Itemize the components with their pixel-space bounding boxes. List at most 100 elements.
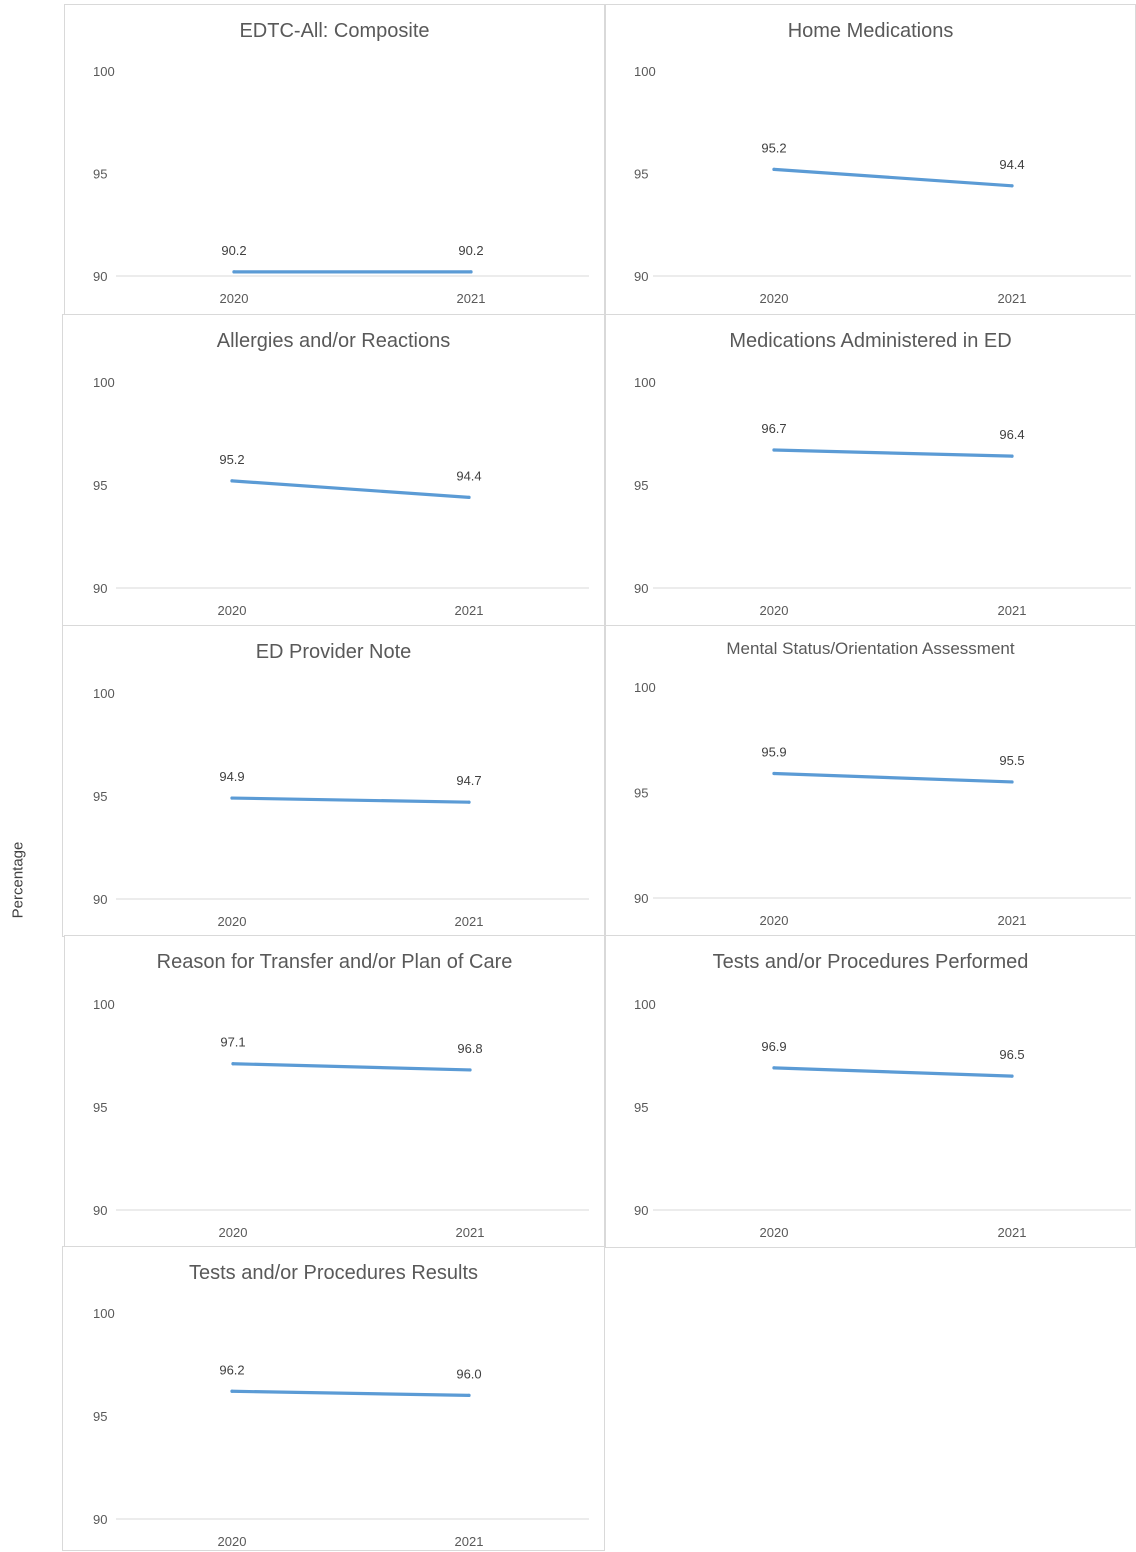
chart-panel: Reason for Transfer and/or Plan of Care 9…: [64, 935, 605, 1248]
chart-title: Medications Administered in ED: [729, 330, 1012, 352]
series-line: [231, 1062, 472, 1072]
data-label: 96.0: [456, 1366, 481, 1381]
y-tick-label: 95: [93, 1100, 107, 1115]
chart-panel: Home Medications 90 95 100 2020 2021 95.2 94.4: [605, 4, 1136, 316]
data-point: [231, 1062, 235, 1066]
y-tick-label: 100: [93, 64, 115, 79]
series-line: [772, 1066, 1014, 1078]
data-point: [772, 1066, 776, 1070]
data-label: 90.2: [458, 243, 483, 258]
data-point: [469, 270, 473, 274]
x-tick-label: 2020: [760, 913, 789, 928]
y-tick-label: 95: [634, 1100, 648, 1115]
chart-plot: 90 95 100 2020 2021 97.1 96.8: [93, 997, 589, 1240]
chart-panel: Allergies and/or Reactions 90 95 100 2020 202…: [62, 314, 605, 627]
data-point: [1010, 184, 1014, 188]
y-tick-label: 90: [93, 269, 107, 284]
data-point: [467, 800, 471, 804]
y-tick-label: 100: [93, 997, 115, 1012]
data-point: [230, 796, 234, 800]
data-point: [1010, 1074, 1014, 1078]
data-point: [467, 1393, 471, 1397]
data-label: 96.5: [999, 1047, 1024, 1062]
series-line: [230, 479, 471, 499]
y-tick-label: 90: [93, 1512, 107, 1527]
data-label: 90.2: [221, 243, 246, 258]
data-label: 94.4: [456, 468, 481, 483]
y-tick-label: 100: [93, 1306, 115, 1321]
y-tick-label: 95: [634, 478, 648, 493]
y-tick-label: 95: [93, 478, 107, 493]
chart-panel: ED Provider Note 90 95 100 2020 2021 94.9 94.7: [62, 625, 605, 937]
data-point: [772, 167, 776, 171]
data-label: 96.8: [457, 1041, 482, 1056]
series-line: [230, 796, 471, 804]
chart-panel: EDTC-All: Composite 90 95 100 2020 2021 90.2 90…: [64, 4, 605, 316]
x-tick-label: 2020: [760, 291, 789, 306]
chart-title: Tests and/or Procedures Results: [188, 1262, 479, 1284]
y-tick-label: 90: [634, 269, 648, 284]
data-point: [232, 270, 236, 274]
chart-plot: 90 95 100 2020 2021 95.2 94.4: [634, 64, 1131, 306]
x-tick-label: 2021: [455, 1534, 484, 1549]
x-tick-label: 2021: [457, 291, 486, 306]
x-tick-label: 2020: [218, 914, 247, 929]
y-tick-label: 90: [634, 891, 648, 906]
chart-panel: Medications Administered in ED 90 95 100 202…: [605, 314, 1136, 627]
chart-plot: 90 95 100 2020 2021 95.9 95.5: [634, 680, 1131, 928]
y-tick-label: 90: [93, 581, 107, 596]
data-label: 94.7: [456, 773, 481, 788]
series-line: [772, 448, 1014, 458]
y-tick-label: 95: [93, 1409, 107, 1424]
data-point: [230, 479, 234, 483]
chart-title: EDTC-All: Composite: [239, 20, 430, 42]
data-point: [1010, 780, 1014, 784]
data-point: [772, 771, 776, 776]
x-tick-label: 2020: [760, 1225, 789, 1240]
x-tick-label: 2020: [218, 1534, 247, 1549]
x-tick-label: 2021: [998, 603, 1027, 618]
data-label: 95.2: [761, 140, 786, 155]
y-tick-label: 90: [93, 1203, 107, 1218]
x-tick-label: 2021: [456, 1225, 485, 1240]
x-tick-label: 2020: [218, 603, 247, 618]
data-label: 95.9: [761, 745, 786, 760]
y-tick-label: 100: [93, 686, 115, 701]
data-point: [1010, 454, 1014, 458]
data-label: 96.7: [761, 421, 786, 436]
data-label: 96.2: [219, 1362, 244, 1377]
chart-title: ED Provider Note: [255, 641, 412, 663]
y-tick-label: 95: [634, 167, 648, 182]
x-tick-label: 2021: [998, 913, 1027, 928]
chart-plot: 90 95 100 2020 2021 96.7 96.4: [634, 375, 1131, 618]
y-tick-label: 95: [93, 167, 107, 182]
chart-plot: 90 95 100 2020 2021 96.9 96.5: [634, 997, 1131, 1240]
series-line: [772, 167, 1014, 188]
series-line: [772, 771, 1014, 784]
x-tick-label: 2020: [219, 1225, 248, 1240]
chart-title: Mental Status/Orientation Assessment: [726, 639, 1015, 658]
chart-title: Reason for Transfer and/or Plan of Care: [156, 951, 513, 973]
y-tick-label: 100: [634, 997, 656, 1012]
data-point: [468, 1068, 472, 1072]
data-label: 97.1: [220, 1035, 245, 1050]
data-point: [467, 495, 471, 499]
x-tick-label: 2021: [998, 1225, 1027, 1240]
chart-title: Home Medications: [787, 20, 954, 42]
chart-title: Tests and/or Procedures Performed: [712, 951, 1029, 973]
chart-plot: 90 95 100 2020 2021 96.2 96.0: [93, 1306, 589, 1549]
data-point: [230, 1389, 234, 1393]
chart-plot: 90 95 100 2020 2021 90.2 90.2: [93, 64, 589, 306]
chart-panel: Mental Status/Orientation Assessment 90 95…: [605, 625, 1136, 937]
chart-panel: Tests and/or Procedures Results 90 95 100 20…: [62, 1246, 605, 1551]
data-label: 96.4: [999, 427, 1024, 442]
y-tick-label: 95: [634, 786, 648, 801]
data-label: 94.9: [219, 769, 244, 784]
x-tick-label: 2021: [998, 291, 1027, 306]
x-tick-label: 2021: [455, 603, 484, 618]
series-line: [230, 1389, 471, 1397]
y-tick-label: 100: [634, 64, 656, 79]
y-tick-label: 95: [93, 789, 107, 804]
data-label: 94.4: [999, 157, 1024, 172]
data-label: 95.2: [219, 452, 244, 467]
